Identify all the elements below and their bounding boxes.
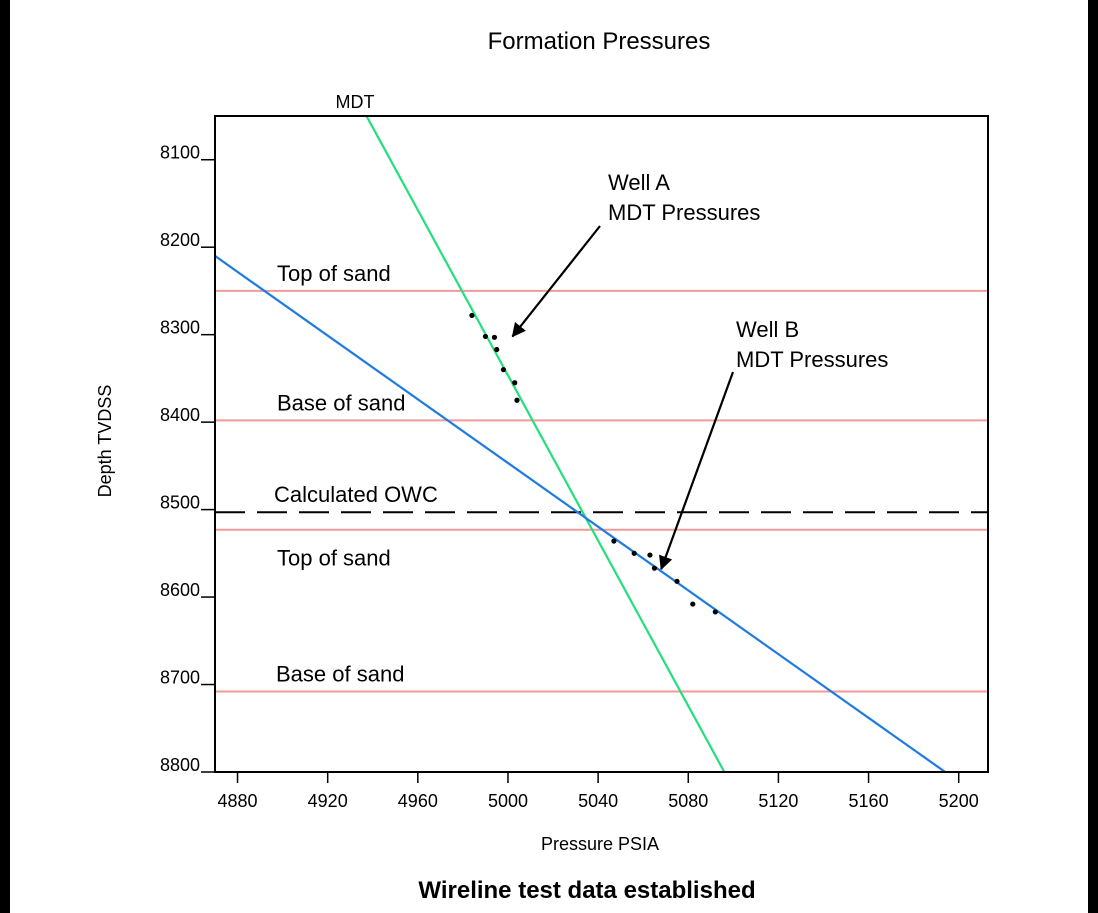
y-tick-label-8400: 8400 (160, 405, 200, 425)
chart-title: Formation Pressures (488, 28, 711, 55)
plot-area (214, 115, 989, 773)
well-b-point-1 (611, 538, 617, 544)
axis-ticks: 8100 8200 8300 8400 8500 8600 8700 8800 4880 4920… (160, 143, 979, 811)
x-tick-label-5160: 5160 (849, 791, 889, 811)
well-a-point-4 (494, 346, 500, 353)
well-a-label-2: MDT Pressures (608, 200, 760, 225)
well-a-point-1 (469, 312, 475, 319)
x-tick-label-5000: 5000 (488, 791, 528, 811)
chart-panel (10, 0, 1088, 913)
well-b-point-3 (647, 552, 653, 558)
x-tick-label-5120: 5120 (758, 791, 798, 811)
top-sand-2-label: Top of sand (277, 546, 391, 571)
well-a-point-5 (500, 367, 507, 373)
mdt-line-label: MDT (336, 92, 375, 112)
annotation-labels: MDT Top of sand Base of sand Calculated OWC… (274, 92, 888, 687)
y-tick-label-8800: 8800 (160, 755, 200, 775)
top-sand-1-label: Top of sand (277, 261, 391, 286)
well-a-label-1: Well A (608, 170, 670, 195)
well-b-point-7 (712, 609, 718, 615)
well-a-point-2 (482, 333, 489, 340)
x-tick-label-5200: 5200 (939, 791, 979, 811)
well-b-label-2: MDT Pressures (736, 347, 888, 372)
well-b-point-5 (674, 578, 680, 584)
base-sand-1-label: Base of sand (277, 390, 405, 415)
x-tick-label-5080: 5080 (668, 791, 708, 811)
y-tick-label-8600: 8600 (160, 580, 200, 600)
y-tick-label-8100: 8100 (160, 143, 200, 163)
gradient-lines (215, 116, 946, 772)
mdt-gradient-line (365, 116, 726, 772)
x-tick-label-4880: 4880 (218, 791, 258, 811)
blue-gradient-line (215, 255, 946, 772)
well-b-point-2 (631, 550, 637, 556)
well-b-label-1: Well B (736, 317, 799, 342)
x-tick-label-4960: 4960 (398, 791, 438, 811)
x-tick-label-4920: 4920 (308, 791, 348, 811)
y-tick-label-8300: 8300 (160, 318, 200, 338)
chart-caption: Wireline test data established (418, 877, 755, 904)
well-a-point-3 (491, 334, 498, 340)
y-tick-label-8500: 8500 (160, 493, 200, 513)
y-tick-label-8200: 8200 (160, 230, 200, 250)
y-tick-label-8700: 8700 (160, 668, 200, 688)
x-tick-label-5040: 5040 (578, 791, 618, 811)
well-a-point-7 (514, 397, 520, 403)
base-sand-2-label: Base of sand (276, 662, 404, 687)
well-a-point-6 (512, 380, 518, 386)
well-a-arrow (511, 225, 601, 338)
well-b-arrow (659, 371, 735, 571)
well-b-point-6 (690, 601, 696, 607)
y-axis-label: Depth TVDSS (95, 385, 115, 498)
owc-label: Calculated OWC (274, 482, 438, 507)
x-axis-label: Pressure PSIA (541, 834, 659, 854)
plot-frame (214, 115, 989, 773)
well-b-point-4 (651, 565, 658, 571)
